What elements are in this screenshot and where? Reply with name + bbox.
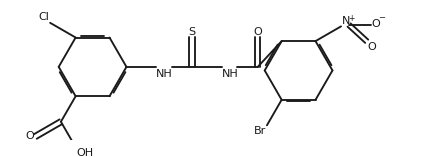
Text: S: S	[189, 27, 196, 37]
Text: Cl: Cl	[38, 12, 49, 22]
Text: O: O	[26, 131, 34, 141]
Text: OH: OH	[76, 148, 94, 157]
Text: N: N	[342, 16, 350, 26]
Text: −: −	[378, 13, 385, 22]
Text: NH: NH	[156, 69, 173, 79]
Text: +: +	[348, 14, 354, 23]
Text: O: O	[253, 27, 262, 37]
Text: NH: NH	[222, 69, 239, 79]
Text: Br: Br	[254, 126, 267, 136]
Text: O: O	[367, 42, 376, 52]
Text: O: O	[372, 19, 380, 29]
